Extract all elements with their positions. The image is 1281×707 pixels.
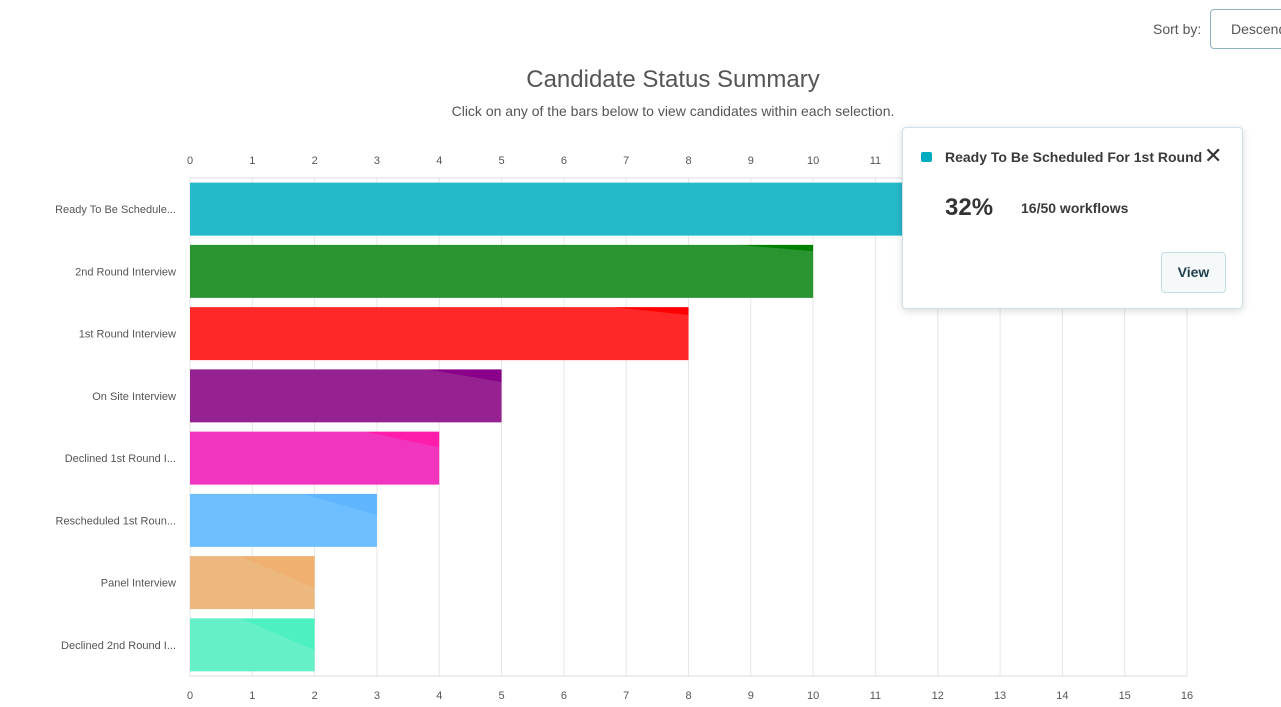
sort-label: Sort by:: [1153, 21, 1202, 37]
x-tick-label-top: 3: [374, 155, 380, 167]
legend-swatch: [921, 152, 932, 162]
x-tick-label-top: 10: [807, 155, 819, 167]
x-tick-label-bottom: 9: [748, 690, 754, 702]
x-tick-label-top: 4: [436, 155, 442, 167]
x-tick-label-bottom: 10: [807, 690, 819, 702]
view-button[interactable]: View: [1161, 252, 1226, 293]
close-icon[interactable]: ✕: [1204, 143, 1223, 168]
x-tick-label-bottom: 2: [312, 690, 318, 702]
bar-5[interactable]: [190, 493, 377, 547]
x-tick-label-top: 8: [685, 155, 691, 167]
y-category-label: Declined 2nd Round I...: [61, 640, 176, 652]
y-category-label: On Site Interview: [92, 391, 176, 403]
x-tick-label-bottom: 4: [436, 690, 442, 702]
x-tick-label-top: 1: [249, 155, 255, 167]
y-category-label: Declined 1st Round I...: [65, 453, 176, 465]
bar-6[interactable]: [190, 556, 315, 610]
bar-7[interactable]: [190, 618, 315, 672]
popup-title: Ready To Be Scheduled For 1st Round: [945, 149, 1203, 165]
x-tick-label-bottom: 5: [499, 690, 505, 702]
chart-subtitle: Click on any of the bars below to view c…: [451, 103, 895, 119]
x-tick-label-bottom: 6: [561, 690, 567, 702]
bar-3[interactable]: [190, 369, 502, 423]
x-tick-label-bottom: 16: [1181, 690, 1193, 702]
x-tick-label-bottom: 0: [187, 690, 193, 702]
x-tick-label-bottom: 14: [1056, 690, 1068, 702]
x-tick-label-bottom: 3: [374, 690, 380, 702]
bar-1[interactable]: [190, 244, 814, 298]
x-tick-label-bottom: 8: [685, 690, 691, 702]
x-tick-label-top: 9: [748, 155, 754, 167]
x-tick-label-bottom: 7: [623, 690, 629, 702]
x-tick-label-bottom: 15: [1119, 690, 1131, 702]
bar-2[interactable]: [190, 307, 689, 361]
x-tick-label-bottom: 12: [932, 690, 944, 702]
x-tick-label-top: 11: [870, 155, 881, 167]
x-tick-label-top: 7: [623, 155, 629, 167]
popup-percent: 32%: [945, 194, 994, 221]
x-tick-label-top: 0: [187, 155, 193, 167]
x-tick-label-top: 2: [312, 155, 318, 167]
x-tick-label-bottom: 11: [870, 690, 881, 702]
chart-title: Candidate Status Summary: [526, 66, 820, 93]
popup-count: 16/50 workflows: [1021, 200, 1129, 216]
x-tick-label-top: 6: [561, 155, 567, 167]
x-tick-label-bottom: 1: [249, 690, 255, 702]
x-tick-label-bottom: 13: [994, 690, 1006, 702]
y-category-label: 1st Round Interview: [79, 329, 176, 341]
bar-detail-popup: Ready To Be Scheduled For 1st Round ✕ 32…: [902, 127, 1243, 309]
sort-select[interactable]: Descending: [1210, 9, 1281, 49]
bar-4[interactable]: [190, 431, 440, 485]
y-category-label: Rescheduled 1st Roun...: [56, 515, 176, 527]
y-category-label: 2nd Round Interview: [75, 266, 176, 278]
x-tick-label-top: 5: [499, 155, 505, 167]
y-category-label: Panel Interview: [101, 578, 176, 590]
y-category-label: Ready To Be Schedule...: [55, 204, 176, 216]
